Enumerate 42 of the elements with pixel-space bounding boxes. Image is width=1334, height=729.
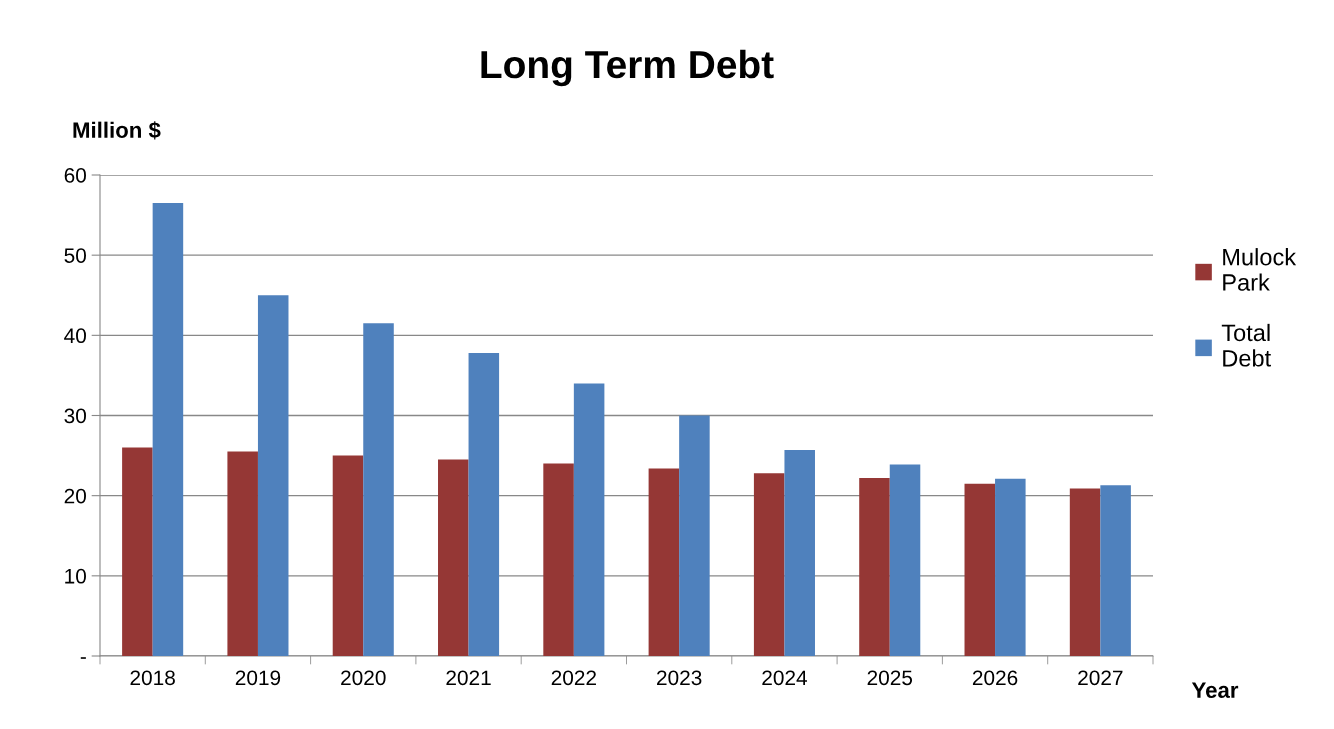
y-tick-label: 60 bbox=[64, 168, 86, 183]
y-tick-label: 50 bbox=[64, 248, 86, 263]
bar bbox=[753, 473, 785, 656]
bar bbox=[648, 468, 680, 656]
x-axis-title: Year bbox=[1191, 682, 1239, 698]
x-tick-label: 2021 bbox=[446, 670, 491, 686]
x-tick-label: 2026 bbox=[972, 670, 1018, 686]
x-tick-label: 2020 bbox=[341, 670, 386, 686]
bar bbox=[573, 383, 605, 656]
x-tick-label: 2019 bbox=[235, 670, 281, 686]
x-tick-label: 2018 bbox=[130, 670, 175, 686]
chart-title: Long Term Debt bbox=[481, 49, 774, 87]
bar bbox=[784, 449, 815, 656]
legend-label: Mulock Park bbox=[1223, 248, 1297, 291]
bar bbox=[438, 459, 469, 656]
bar bbox=[122, 447, 153, 656]
y-tick-label: - bbox=[80, 657, 86, 659]
bar bbox=[964, 483, 996, 656]
bar bbox=[889, 464, 921, 656]
y-tick-label: 40 bbox=[64, 328, 86, 344]
y-tick-label: 10 bbox=[65, 568, 86, 584]
y-tick-label: 30 bbox=[64, 408, 86, 424]
bar bbox=[995, 478, 1026, 656]
bar bbox=[859, 478, 890, 656]
x-tick-label: 2024 bbox=[762, 670, 808, 686]
y-axis-title: Million $ bbox=[73, 121, 161, 140]
bar bbox=[363, 323, 394, 656]
bar bbox=[1069, 488, 1101, 656]
x-tick-label: 2022 bbox=[551, 670, 596, 686]
x-tick-label: 2027 bbox=[1078, 670, 1123, 686]
y-tick-label: 20 bbox=[64, 488, 86, 504]
x-tick-label: 2023 bbox=[657, 670, 702, 686]
bar bbox=[543, 463, 574, 656]
bar bbox=[257, 295, 289, 656]
bar bbox=[468, 352, 500, 656]
bar bbox=[152, 203, 184, 656]
bar bbox=[227, 451, 258, 656]
legend-label: Total Debt bbox=[1221, 323, 1271, 367]
bar bbox=[332, 455, 364, 656]
bar bbox=[1100, 485, 1131, 656]
x-tick-label: 2025 bbox=[867, 670, 913, 686]
bar bbox=[679, 415, 710, 656]
